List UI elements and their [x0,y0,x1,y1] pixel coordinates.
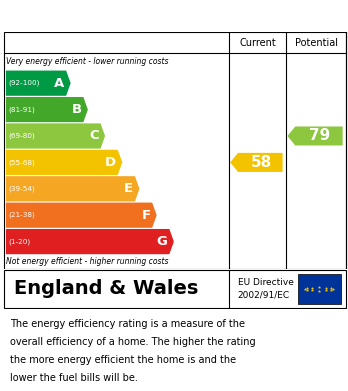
Text: Very energy efficient - lower running costs: Very energy efficient - lower running co… [6,57,168,66]
Bar [298,274,341,304]
Text: Current: Current [239,38,276,48]
Text: Not energy efficient - higher running costs: Not energy efficient - higher running co… [6,257,168,266]
Text: E: E [124,182,133,195]
Text: 58: 58 [250,155,272,170]
Text: (69-80): (69-80) [9,133,35,139]
Text: B: B [71,103,81,116]
Text: EU Directive: EU Directive [238,278,294,287]
Text: overall efficiency of a home. The higher the rating: overall efficiency of a home. The higher… [10,337,256,347]
Polygon shape [287,126,343,145]
Polygon shape [6,97,88,122]
Polygon shape [6,150,122,175]
Polygon shape [6,70,71,96]
Text: C: C [89,129,99,142]
Text: England & Wales: England & Wales [14,280,198,298]
Polygon shape [6,124,105,149]
Text: F: F [141,209,150,222]
Text: (39-54): (39-54) [9,186,35,192]
Text: lower the fuel bills will be.: lower the fuel bills will be. [10,373,138,383]
Polygon shape [6,176,140,201]
Text: G: G [157,235,168,248]
Text: 79: 79 [309,129,330,143]
Text: (21-38): (21-38) [9,212,35,219]
Text: The energy efficiency rating is a measure of the: The energy efficiency rating is a measur… [10,319,245,329]
Text: D: D [105,156,116,169]
Text: (92-100): (92-100) [9,80,40,86]
Text: the more energy efficient the home is and the: the more energy efficient the home is an… [10,355,237,365]
Text: 2002/91/EC: 2002/91/EC [238,291,290,300]
Text: (81-91): (81-91) [9,106,35,113]
Polygon shape [6,203,157,228]
Text: (1-20): (1-20) [9,239,31,245]
Polygon shape [230,153,283,172]
Text: (55-68): (55-68) [9,159,35,166]
Text: Energy Efficiency Rating: Energy Efficiency Rating [60,7,288,25]
Polygon shape [6,229,174,254]
Text: A: A [54,77,64,90]
Text: Potential: Potential [295,38,338,48]
